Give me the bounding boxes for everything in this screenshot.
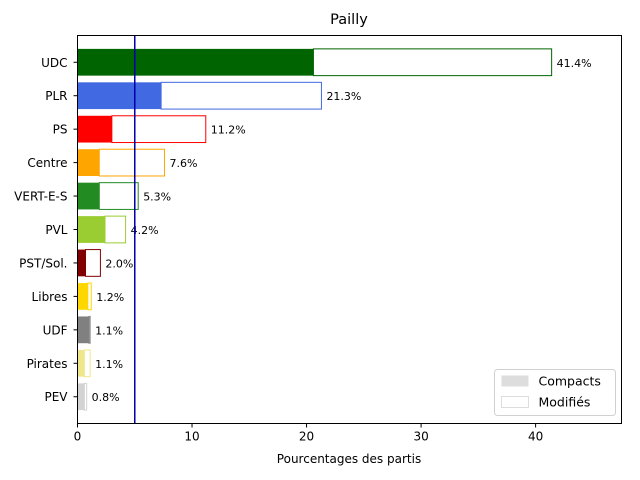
y-tick-label-0: UDC xyxy=(41,56,67,70)
y-tick-label-5: PVL xyxy=(45,223,67,237)
bar-compacts-10 xyxy=(77,383,85,411)
data-label-1: 21.3% xyxy=(326,90,361,103)
data-label-9: 1.1% xyxy=(95,358,123,371)
x-axis-label: Pourcentages des partis xyxy=(277,452,421,466)
chart-title: Pailly xyxy=(330,12,368,28)
data-label-0: 41.4% xyxy=(557,57,592,70)
bar-modifies-3 xyxy=(98,148,166,177)
bar-modifies-6 xyxy=(85,249,101,277)
bar-modifies-8 xyxy=(88,315,91,344)
legend-label-1: Modifiés xyxy=(539,395,591,410)
bar-modifies-9 xyxy=(83,349,91,378)
bar-modifies-0 xyxy=(312,48,553,77)
y-tick-label-7: Libres xyxy=(32,290,68,304)
bar-modifies-7 xyxy=(87,282,92,311)
data-label-2: 11.2% xyxy=(211,124,246,137)
bar-compacts-2 xyxy=(77,115,112,143)
bar-compacts-6 xyxy=(77,249,86,277)
bar-modifies-1 xyxy=(160,81,322,110)
bar-modifies-4 xyxy=(98,182,139,210)
data-label-6: 2.0% xyxy=(105,257,133,270)
data-label-4: 5.3% xyxy=(143,191,171,204)
legend-swatch-1 xyxy=(501,396,529,408)
y-axis: UDC PLR PS Centre VERT-E-S PVL PST/Sol. Libres U… xyxy=(14,56,78,404)
x-tick-label-2: 20 xyxy=(299,430,314,444)
y-tick-label-8: UDF xyxy=(43,323,68,337)
data-label-5: 4.2% xyxy=(131,224,159,237)
bar-compacts-8 xyxy=(77,316,89,344)
data-label-3: 7.6% xyxy=(170,157,198,170)
x-tick-label-1: 10 xyxy=(184,430,199,444)
bar-compacts-1 xyxy=(77,82,162,110)
bar-compacts-9 xyxy=(77,349,85,377)
x-tick-label-3: 30 xyxy=(413,430,428,444)
bar-modifies-10 xyxy=(83,382,88,411)
bar-compacts-0 xyxy=(77,48,314,76)
y-tick-label-4: VERT-E-S xyxy=(14,190,67,204)
legend-label-0: Compacts xyxy=(539,374,601,389)
data-label-7: 1.2% xyxy=(96,291,124,304)
bar-modifies-5 xyxy=(104,215,127,244)
plot-area: 41.4% 21.3% 11.2% 7.6% 5.3% 4.2% 2.0% 1.2% 1.1% 1… xyxy=(77,35,592,424)
y-tick-label-1: PLR xyxy=(45,89,67,103)
bar-modifies-2 xyxy=(111,115,207,144)
y-tick-label-9: Pirates xyxy=(27,357,68,371)
bar-compacts-3 xyxy=(77,149,100,176)
y-tick-label-10: PEV xyxy=(44,390,68,404)
bar-compacts-5 xyxy=(77,216,105,243)
x-tick-label-4: 40 xyxy=(528,430,543,444)
bar-compacts-7 xyxy=(77,283,88,310)
y-tick-label-2: PS xyxy=(53,123,68,137)
data-label-8: 1.1% xyxy=(95,324,123,337)
y-tick-label-6: PST/Sol. xyxy=(19,256,67,270)
x-axis: 0 10 20 30 40 xyxy=(74,423,543,444)
legend: Compacts Modifiés xyxy=(494,369,616,416)
x-tick-label-0: 0 xyxy=(74,430,82,444)
data-label-10: 0.8% xyxy=(92,391,120,404)
bar-compacts-4 xyxy=(77,182,100,210)
y-tick-label-3: Centre xyxy=(27,156,67,170)
legend-swatch-0 xyxy=(501,375,529,387)
